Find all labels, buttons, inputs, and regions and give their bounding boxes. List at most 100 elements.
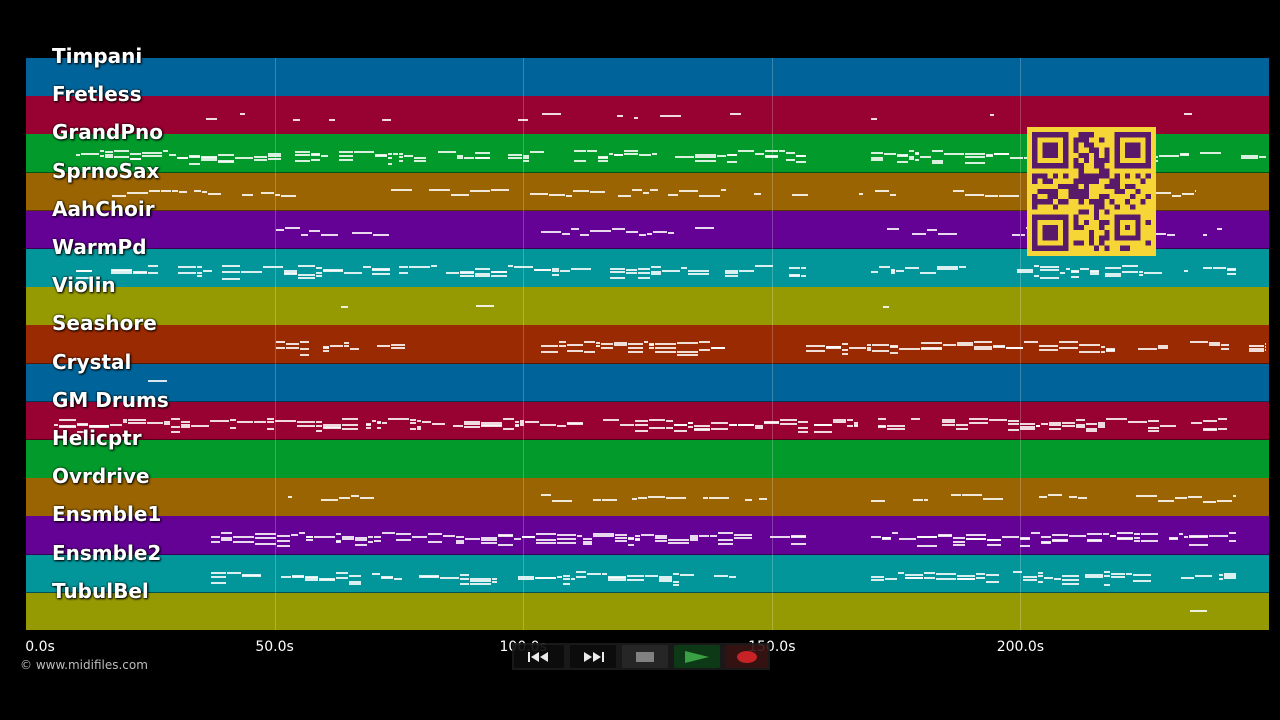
midi-note	[1087, 539, 1102, 542]
midi-note	[552, 268, 559, 270]
track-lane[interactable]	[26, 58, 1269, 97]
rewind-button[interactable]	[514, 645, 564, 668]
midi-note	[674, 423, 687, 426]
midi-note	[883, 306, 889, 309]
midi-note	[267, 417, 274, 420]
midi-note	[989, 418, 1007, 421]
midi-note	[1209, 342, 1220, 345]
track-lane[interactable]	[26, 554, 1269, 594]
midi-note	[1040, 277, 1059, 279]
play-button[interactable]	[674, 645, 720, 668]
midi-note	[515, 424, 519, 427]
midi-note	[717, 155, 726, 158]
midi-note	[1233, 495, 1236, 498]
midi-note	[859, 192, 863, 195]
midi-note	[300, 341, 309, 344]
midi-note	[718, 539, 733, 542]
midi-note	[937, 266, 958, 268]
midi-note	[725, 275, 738, 277]
midi-note	[552, 270, 559, 272]
midi-note	[571, 268, 591, 270]
fast-forward-button[interactable]	[570, 645, 616, 668]
midi-note	[349, 582, 361, 585]
track-lane[interactable]	[26, 287, 1269, 326]
midi-note	[1076, 418, 1085, 421]
midi-note	[764, 420, 779, 423]
midi-note	[890, 193, 896, 196]
midi-note	[1062, 582, 1079, 585]
midi-note	[1117, 532, 1133, 535]
midi-note	[559, 341, 566, 344]
midi-note	[372, 419, 376, 422]
midi-note	[316, 275, 322, 277]
midi-note	[114, 156, 129, 159]
midi-note	[268, 155, 281, 158]
midi-note	[1136, 495, 1157, 498]
midi-note	[891, 272, 895, 274]
midi-note	[191, 424, 209, 427]
midi-note	[842, 349, 848, 352]
midi-note	[201, 156, 217, 159]
midi-note	[887, 424, 905, 427]
midi-note	[688, 425, 693, 428]
track-lane[interactable]	[26, 440, 1269, 479]
midi-note	[470, 579, 491, 582]
midi-note	[882, 538, 891, 541]
midi-note	[655, 540, 667, 543]
midi-note	[921, 347, 942, 350]
track-lane[interactable]	[26, 592, 1269, 630]
midi-note	[563, 574, 570, 577]
midi-note	[128, 421, 146, 424]
midi-note	[699, 349, 710, 352]
track-lane[interactable]	[26, 325, 1269, 365]
midi-note	[431, 265, 437, 267]
midi-note	[924, 576, 935, 579]
track-lane[interactable]	[26, 478, 1269, 517]
midi-note	[668, 193, 678, 196]
midi-note	[1122, 265, 1138, 267]
track-name: GM Drums	[52, 387, 169, 412]
midi-note	[377, 421, 381, 424]
midi-note	[1175, 497, 1187, 500]
midi-note	[311, 159, 320, 162]
track-lane[interactable]	[26, 363, 1269, 403]
midi-note	[284, 272, 297, 274]
midi-note	[1069, 535, 1086, 538]
midi-note	[615, 540, 627, 543]
midi-note	[694, 428, 710, 431]
midi-note	[1229, 540, 1236, 543]
midi-note	[892, 532, 898, 535]
midi-note	[453, 424, 463, 427]
midi-note	[791, 536, 806, 539]
midi-note	[969, 417, 988, 420]
midi-note	[520, 423, 524, 426]
midi-note	[1111, 575, 1125, 578]
midi-note	[76, 270, 92, 272]
midi-note	[366, 423, 371, 426]
midi-note	[897, 155, 908, 158]
track-name: Helicptr	[52, 426, 142, 450]
midi-note	[1134, 537, 1140, 540]
midi-note	[920, 272, 936, 274]
midi-note	[498, 544, 513, 547]
midi-note	[388, 153, 392, 156]
midi-note	[1076, 425, 1085, 428]
midi-note	[491, 271, 507, 273]
midi-note	[1158, 500, 1174, 503]
midi-note	[316, 267, 322, 269]
midi-note	[627, 574, 644, 577]
midi-note	[393, 153, 398, 156]
record-button[interactable]	[726, 645, 768, 668]
midi-note	[1156, 191, 1171, 194]
midi-note	[342, 536, 354, 539]
midi-note	[460, 272, 474, 274]
midi-note	[1218, 427, 1227, 430]
midi-note	[412, 536, 427, 539]
midi-note	[464, 157, 474, 160]
midi-note	[1190, 341, 1208, 344]
midi-note	[355, 539, 367, 542]
midi-note	[197, 275, 202, 277]
midi-note	[635, 539, 640, 542]
midi-note	[590, 190, 605, 193]
stop-button[interactable]	[622, 645, 668, 668]
